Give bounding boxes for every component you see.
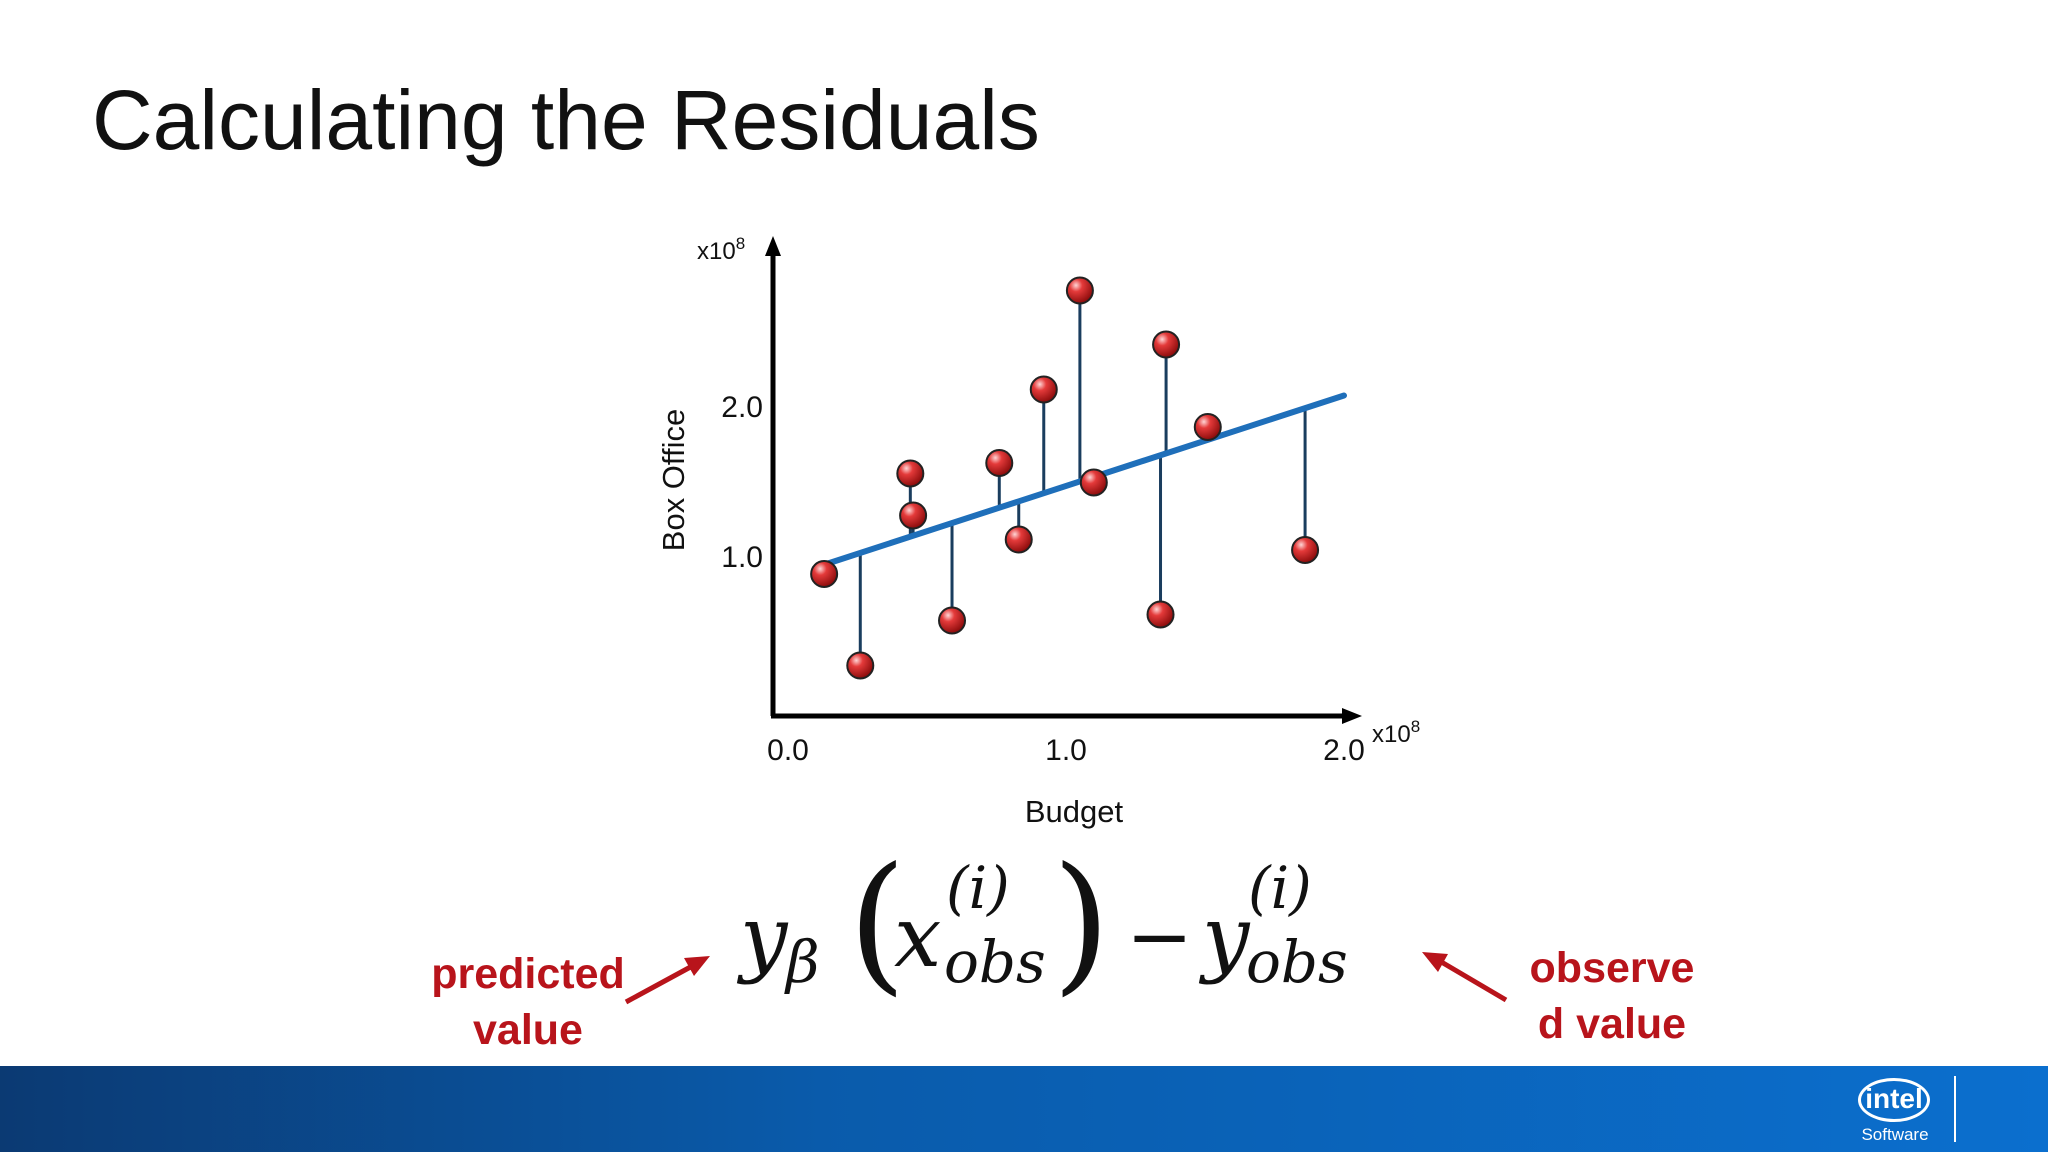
observed-arrow-icon: [1422, 952, 1508, 1003]
slide-title: Calculating the Residuals: [92, 73, 1040, 167]
x-multiplier: x108: [1372, 717, 1420, 748]
predicted-line-2: value: [473, 1006, 583, 1054]
footer-divider: [1954, 1076, 1956, 1142]
x-tick-label: 0.0: [767, 734, 809, 767]
intel-software-label: Software: [1861, 1125, 1929, 1144]
formula-y-subscript: obs: [1246, 928, 1348, 996]
formula-minus: −: [1126, 890, 1194, 983]
x-axis-label: Budget: [1025, 794, 1124, 829]
formula-y-superscript: (i): [1248, 854, 1312, 922]
y-tick-labels: 1.0 2.0: [721, 391, 763, 574]
x-multiplier-base: x10: [1372, 721, 1411, 748]
observed-value-note: observe d value: [1512, 940, 1712, 1052]
y-multiplier-exp: 8: [736, 234, 745, 253]
observed-line-2: d value: [1537, 1000, 1687, 1048]
formula-y-obs: y: [1202, 888, 1250, 986]
y-multiplier: x108: [697, 234, 745, 265]
formula-x: x: [894, 888, 942, 986]
data-point: [1029, 375, 1058, 404]
data-point: [1079, 468, 1108, 497]
predicted-line-1: predicted: [431, 950, 625, 998]
data-point: [1004, 525, 1033, 554]
predicted-value-note: predicted value: [418, 946, 638, 1058]
formula-right-paren: ): [1052, 836, 1111, 1010]
predicted-arrow-icon: [624, 956, 710, 1005]
data-point: [1146, 600, 1175, 629]
intel-logo-icon: intel: [1858, 1078, 1930, 1122]
data-point: [985, 449, 1014, 477]
y-axis-label: Box Office: [656, 409, 691, 551]
formula-y-pred: y: [740, 888, 788, 986]
data-point: [846, 651, 875, 680]
formula-beta: β: [786, 928, 820, 996]
residual-lines: [822, 290, 1307, 666]
y-tick-label: 1.0: [721, 541, 763, 574]
x-tick-label: 1.0: [1045, 734, 1087, 767]
data-point: [899, 501, 928, 530]
residuals-chart: 0.0 1.0 2.0 1.02.0 Budget Box Office x108 …: [624, 234, 1508, 1005]
x-tick-labels: 0.0 1.0 2.0: [767, 734, 1365, 767]
data-point: [1193, 413, 1222, 441]
y-tick-label: 2.0: [721, 391, 763, 424]
formula-left-paren: (: [848, 836, 907, 1010]
observed-line-1: observe: [1529, 944, 1695, 992]
x-multiplier-exp: 8: [1411, 717, 1420, 736]
x-axis-arrow-icon: [1342, 708, 1362, 724]
data-point: [1152, 330, 1181, 359]
data-point: [1291, 536, 1320, 564]
formula-x-superscript: (i): [946, 854, 1010, 922]
y-multiplier-base: x10: [697, 238, 736, 265]
data-point: [1065, 276, 1094, 305]
data-point: [810, 560, 839, 588]
formula-x-subscript: obs: [944, 928, 1046, 996]
data-point: [896, 459, 925, 488]
y-axis-arrow-icon: [765, 236, 781, 256]
x-tick-label: 2.0: [1323, 734, 1365, 767]
data-point: [938, 606, 967, 635]
data-points: [810, 276, 1320, 680]
footer-bar: [0, 1066, 2048, 1152]
